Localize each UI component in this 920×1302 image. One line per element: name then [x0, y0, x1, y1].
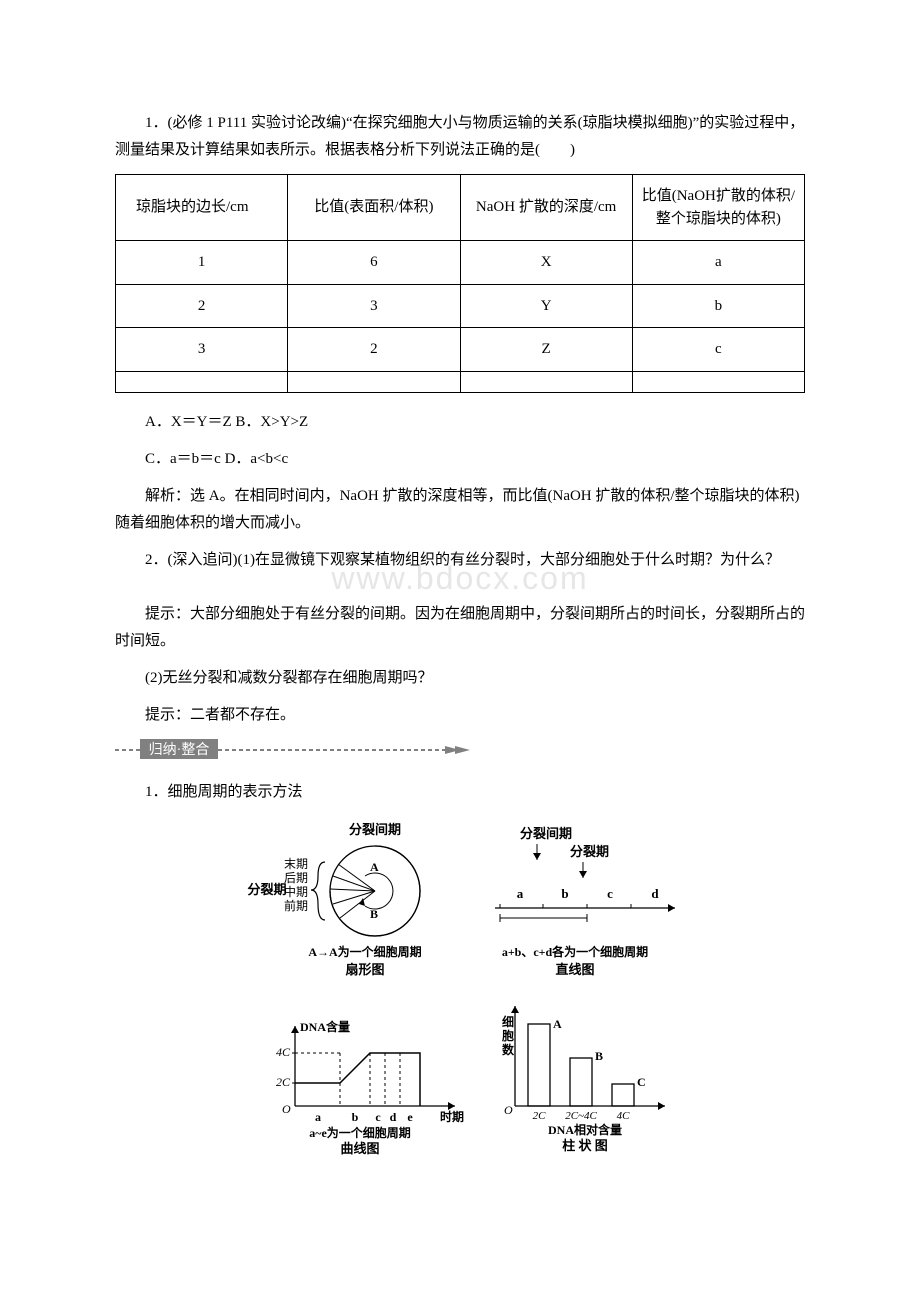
cell	[460, 371, 632, 392]
cell	[632, 371, 804, 392]
svg-text:扇形图: 扇形图	[345, 962, 384, 977]
q1-options-cd: C．a＝b＝c D．a<b<c	[115, 446, 805, 473]
svg-text:柱 状 图: 柱 状 图	[562, 1138, 608, 1153]
svg-text:e: e	[407, 1110, 413, 1124]
cell: 3	[116, 328, 288, 372]
svg-text:b: b	[561, 886, 568, 901]
svg-text:直线图: 直线图	[555, 962, 594, 977]
q1-options-ab: A．X＝Y＝Z B．X>Y>Z	[115, 409, 805, 436]
svg-text:时期: 时期	[440, 1109, 464, 1124]
cell: 2	[288, 328, 460, 372]
cell: X	[460, 241, 632, 285]
svg-text:4C: 4C	[617, 1110, 631, 1122]
cell: a	[632, 241, 804, 285]
svg-text:d: d	[651, 886, 659, 901]
svg-text:2C: 2C	[276, 1075, 291, 1089]
svg-text:a~e为一个细胞周期: a~e为一个细胞周期	[309, 1125, 411, 1140]
th-depth: NaOH 扩散的深度/cm	[460, 175, 632, 241]
svg-text:2C~4C: 2C~4C	[565, 1110, 597, 1122]
svg-text:B: B	[370, 907, 378, 921]
table-row: 2 3 Y b	[116, 284, 805, 328]
svg-text:A: A	[370, 860, 379, 874]
table-row	[116, 371, 805, 392]
svg-text:a+b、c+d各为一个细胞周期: a+b、c+d各为一个细胞周期	[502, 944, 648, 959]
cell: Y	[460, 284, 632, 328]
svg-text:C: C	[637, 1075, 646, 1089]
cell: 2	[116, 284, 288, 328]
table-row: 1 6 X a	[116, 241, 805, 285]
banner-label: 归纳·整合	[149, 741, 210, 758]
svg-text:O: O	[282, 1102, 291, 1116]
cell	[288, 371, 460, 392]
q2-stem2: (2)无丝分裂和减数分裂都存在细胞周期吗？	[115, 665, 805, 692]
svg-text:后期: 后期	[284, 871, 308, 885]
q1-stem: 1．(必修 1 P111 实验讨论改编)“在探究细胞大小与物质运输的关系(琼脂块…	[115, 110, 805, 164]
banner-svg: 归纳·整合	[115, 739, 475, 761]
svg-text:O: O	[504, 1103, 513, 1117]
svg-text:曲线图: 曲线图	[340, 1141, 379, 1156]
q2-hint1: 提示：大部分细胞处于有丝分裂的间期。因为在细胞周期中，分裂间期所占的时间长，分裂…	[115, 601, 805, 655]
svg-text:2C: 2C	[533, 1110, 547, 1122]
th-ratio2: 比值(NaOH扩散的体积/整个琼脂块的体积)	[632, 175, 804, 241]
svg-text:d: d	[390, 1110, 397, 1124]
svg-text:c: c	[375, 1110, 381, 1124]
cell: c	[632, 328, 804, 372]
table-row: 3 2 Z c	[116, 328, 805, 372]
svg-text:分裂间期: 分裂间期	[349, 822, 401, 837]
cell: 6	[288, 241, 460, 285]
cell: 3	[288, 284, 460, 328]
diagram-svg: A B 分裂间期 末期 后期 中期 前期 分裂期 A→A为一个细胞周期 扇形图 …	[240, 816, 680, 1176]
svg-text:细: 细	[502, 1014, 514, 1029]
section-banner: 归纳·整合	[115, 739, 805, 771]
svg-text:分裂期: 分裂期	[570, 844, 609, 859]
diagrams: A B 分裂间期 末期 后期 中期 前期 分裂期 A→A为一个细胞周期 扇形图 …	[240, 816, 680, 1186]
svg-text:中期: 中期	[284, 884, 308, 899]
svg-text:A→A为一个细胞周期: A→A为一个细胞周期	[308, 944, 421, 959]
svg-text:c: c	[607, 886, 613, 901]
cell: 1	[116, 241, 288, 285]
svg-text:数: 数	[502, 1042, 515, 1057]
table-header-row: 琼脂块的边长/cm 比值(表面积/体积) NaOH 扩散的深度/cm 比值(Na…	[116, 175, 805, 241]
svg-text:DNA含量: DNA含量	[300, 1019, 350, 1034]
cell	[116, 371, 288, 392]
svg-text:a: a	[517, 886, 524, 901]
cell: b	[632, 284, 804, 328]
th-edge: 琼脂块的边长/cm	[116, 175, 288, 241]
svg-text:分裂间期: 分裂间期	[520, 826, 572, 841]
svg-text:分裂期: 分裂期	[247, 882, 286, 897]
svg-text:B: B	[595, 1049, 603, 1063]
svg-text:4C: 4C	[276, 1045, 291, 1059]
q2-stem1: 2．(深入追问)(1)在显微镜下观察某植物组织的有丝分裂时，大部分细胞处于什么时…	[115, 547, 805, 574]
cell: Z	[460, 328, 632, 372]
svg-text:前期: 前期	[284, 898, 308, 913]
svg-text:末期: 末期	[284, 857, 308, 871]
svg-text:a: a	[315, 1110, 321, 1124]
q1-table: 琼脂块的边长/cm 比值(表面积/体积) NaOH 扩散的深度/cm 比值(Na…	[115, 174, 805, 393]
th-ratio: 比值(表面积/体积)	[288, 175, 460, 241]
section-title: 1．细胞周期的表示方法	[115, 779, 805, 806]
svg-text:A: A	[553, 1017, 562, 1031]
svg-text:b: b	[352, 1110, 359, 1124]
svg-text:DNA相对含量: DNA相对含量	[548, 1122, 622, 1137]
svg-text:胞: 胞	[502, 1028, 514, 1043]
q1-answer: 解析：选 A。在相同时间内，NaOH 扩散的深度相等，而比值(NaOH 扩散的体…	[115, 483, 805, 537]
q2-hint2: 提示：二者都不存在。	[115, 702, 805, 729]
